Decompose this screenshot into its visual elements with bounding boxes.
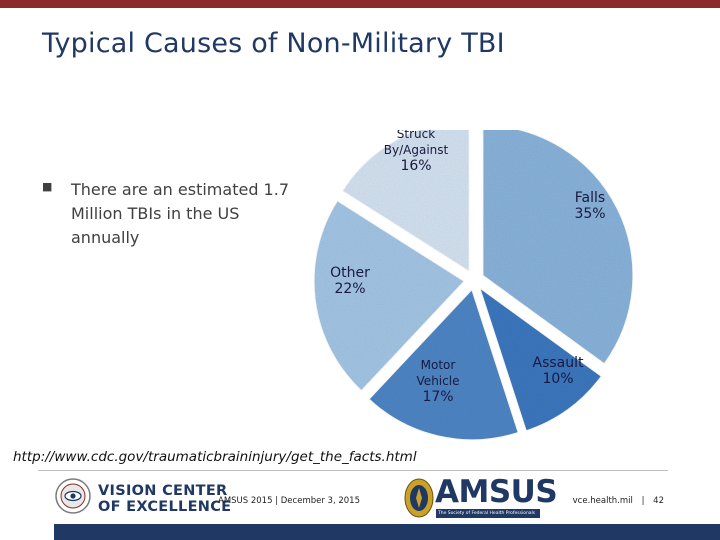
amsus-seal-icon: [404, 478, 434, 518]
bullet-square-icon: ■: [42, 180, 53, 193]
footer-separator: |: [641, 496, 645, 506]
footer-website[interactable]: vce.health.mil: [572, 496, 633, 506]
vce-seal-icon: [55, 478, 91, 514]
pie-value-label: 10%: [542, 371, 573, 387]
bottom-band: [54, 524, 720, 540]
pie-category-label: Other: [330, 265, 370, 281]
top-accent-gap: [0, 8, 720, 10]
pie-slice-other: [313, 200, 465, 392]
source-link[interactable]: http://www.cdc.gov/traumaticbraininjury/…: [13, 449, 417, 465]
pie-slice-falls: [482, 130, 634, 365]
page-number: 42: [653, 496, 664, 506]
pie-category-label: By/Against: [384, 143, 449, 157]
pie-category-label: Falls: [575, 190, 605, 206]
pie-value-label: 35%: [574, 206, 605, 222]
pie-value-label: 16%: [400, 158, 431, 174]
vce-logo: VISION CENTER OF EXCELLENCE: [46, 478, 231, 524]
pie-slice-assault: [478, 286, 602, 432]
pie-value-label: 22%: [334, 281, 365, 297]
pie-category-label: Assault: [533, 355, 585, 371]
pie-value-label: 17%: [422, 389, 453, 405]
amsus-tagline: The Society of Federal Health Profession…: [436, 509, 540, 518]
vce-name-line1: VISION CENTER: [98, 483, 228, 499]
slide-title: Typical Causes of Non-Military TBI: [42, 28, 505, 59]
amsus-wordmark: AMSUS: [435, 474, 558, 510]
footer-conference: AMSUS 2015 | December 3, 2015: [218, 496, 360, 506]
footer-divider: [38, 470, 668, 471]
pie-slice-struck-by-against: [341, 130, 470, 273]
bullet-text: There are an estimated 1.7 Million TBIs …: [71, 180, 289, 247]
top-accent-bar: [0, 0, 720, 8]
pie-category-label: Vehicle: [417, 374, 460, 388]
amsus-logo: AMSUS The Society of Federal Health Prof…: [402, 474, 558, 520]
pie-slice-motor-vehicle: [368, 288, 519, 440]
footer-right: vce.health.mil | 42: [573, 496, 664, 506]
pie-category-label: Struck: [397, 130, 435, 141]
vce-name-line2: OF EXCELLENCE: [98, 499, 232, 515]
pie-category-label: Motor: [421, 358, 456, 372]
